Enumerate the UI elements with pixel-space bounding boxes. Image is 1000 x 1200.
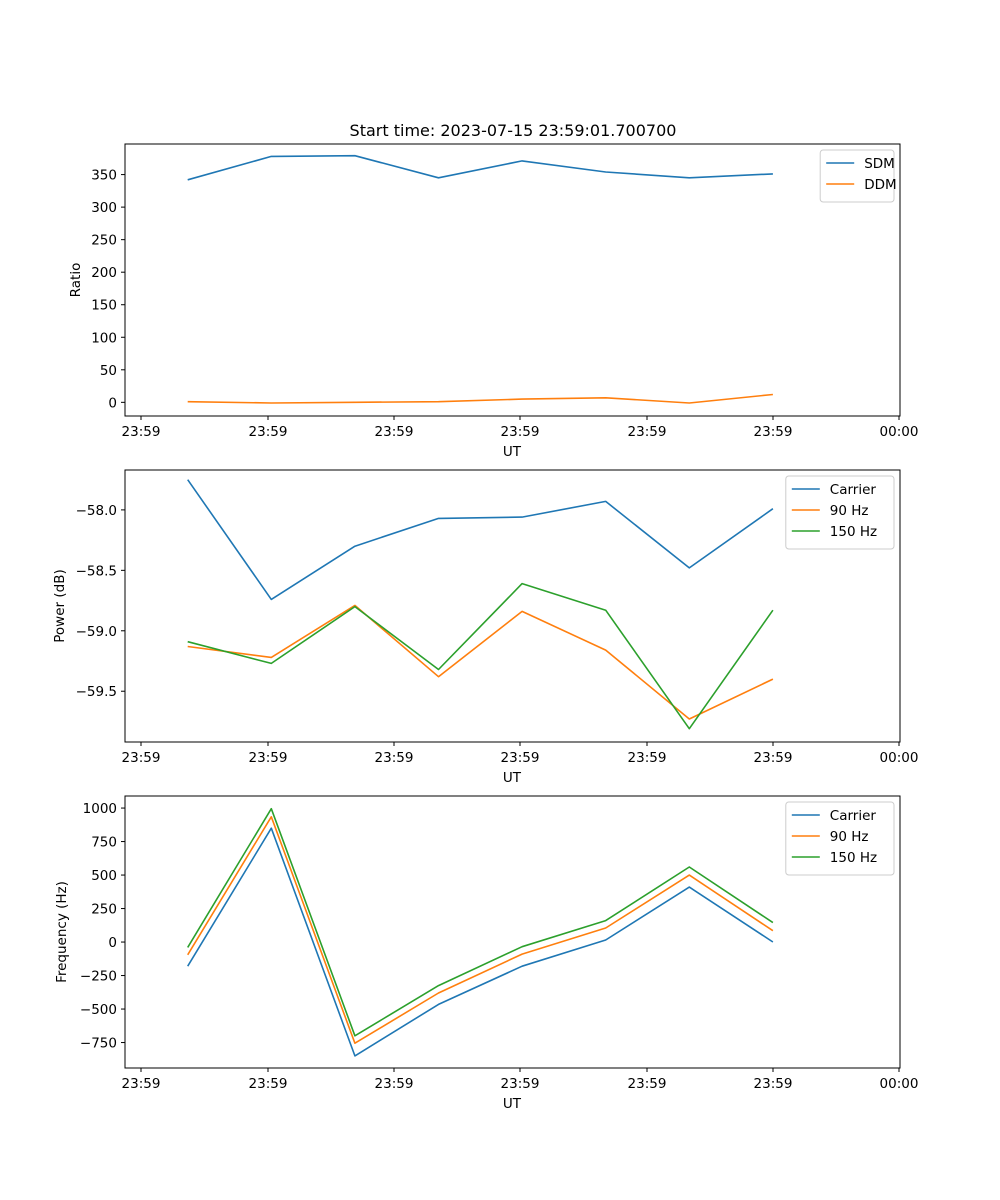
frequency-y-tick-label: 1000 — [83, 801, 117, 817]
ratio-x-tick-label: 23:59 — [122, 424, 161, 440]
frequency-legend-label-carrier: Carrier — [830, 808, 877, 824]
frequency-x-tick-label: 23:59 — [754, 1076, 793, 1092]
power-x-tick-label: 23:59 — [501, 750, 540, 766]
frequency-panel: 23:59 23:59 23:59 23:59 23:59 23:59 00:00 −750 −… — [54, 795, 919, 1112]
power-y-tick-label: −58.0 — [76, 503, 117, 519]
ratio-y-tick-label: 150 — [91, 298, 117, 314]
ratio-y-tick-label: 100 — [91, 330, 117, 346]
power-axes: 23:59 23:59 23:59 23:59 23:59 23:59 00:00 −59.5… — [76, 503, 919, 766]
power-y-axis-label: Power (dB) — [52, 569, 68, 642]
ratio-series-sdm-line — [187, 154, 773, 181]
power-y-tick-label: −58.5 — [76, 563, 117, 579]
frequency-legend-label-90-hz: 90 Hz — [830, 829, 869, 845]
frequency-legend-label-150-hz: 150 Hz — [830, 850, 877, 866]
frequency-x-tick-label: 00:00 — [880, 1076, 919, 1092]
power-panel: 23:59 23:59 23:59 23:59 23:59 23:59 00:00 −59.5… — [52, 469, 919, 786]
frequency-series — [187, 807, 774, 1057]
frequency-x-tick-label: 23:59 — [628, 1076, 667, 1092]
power-legend: Carrier 90 Hz 150 Hz — [785, 475, 895, 550]
power-y-tick-label: −59.5 — [76, 684, 117, 700]
power-series-carrier-line — [187, 479, 774, 601]
power-series-90-hz-line — [187, 604, 774, 720]
ratio-y-tick-label: 200 — [91, 265, 117, 281]
power-x-tick-label: 23:59 — [628, 750, 667, 766]
frequency-y-tick-label: −750 — [80, 1036, 117, 1052]
ratio-x-axis-label: UT — [503, 444, 522, 460]
frequency-x-tick-label: 23:59 — [122, 1076, 161, 1092]
ratio-x-tick-label: 23:59 — [754, 424, 793, 440]
frequency-series-carrier-line — [187, 827, 774, 1057]
frequency-series-90-hz-line — [187, 815, 774, 1044]
ratio-x-tick-label: 23:59 — [628, 424, 667, 440]
frequency-y-tick-label: 0 — [108, 935, 117, 951]
power-x-tick-label: 23:59 — [375, 750, 414, 766]
power-legend-label-90-hz: 90 Hz — [830, 503, 869, 519]
ratio-y-tick-label: 300 — [91, 200, 117, 216]
ratio-panel: Start time: 2023-07-15 23:59:01.700700 2… — [68, 121, 918, 460]
power-series — [187, 479, 774, 730]
frequency-y-tick-label: −500 — [80, 1002, 117, 1018]
frequency-y-tick-label: 250 — [91, 902, 117, 918]
frequency-x-tick-label: 23:59 — [249, 1076, 288, 1092]
power-x-tick-label: 23:59 — [754, 750, 793, 766]
ratio-plot-frame — [124, 143, 901, 417]
frequency-x-tick-label: 23:59 — [501, 1076, 540, 1092]
ratio-legend: SDM DDM — [819, 149, 897, 203]
frequency-plot-frame — [124, 795, 901, 1069]
ratio-series — [187, 154, 773, 404]
chart-title: Start time: 2023-07-15 23:59:01.700700 — [350, 121, 677, 140]
ratio-x-tick-label: 23:59 — [375, 424, 414, 440]
power-legend-label-carrier: Carrier — [830, 482, 877, 498]
power-series-150-hz-line — [187, 582, 774, 730]
ratio-legend-label-ddm: DDM — [864, 177, 896, 193]
ratio-y-tick-label: 0 — [108, 395, 117, 411]
power-y-tick-label: −59.0 — [76, 624, 117, 640]
ratio-y-tick-label: 350 — [91, 168, 117, 184]
ratio-axes: 23:59 23:59 23:59 23:59 23:59 23:59 00:00 0 50 10… — [91, 168, 918, 440]
power-x-axis-label: UT — [503, 770, 522, 786]
power-legend-label-150-hz: 150 Hz — [830, 524, 877, 540]
frequency-y-tick-label: 500 — [91, 868, 117, 884]
ratio-series-ddm-line — [187, 393, 773, 404]
frequency-x-axis-label: UT — [503, 1096, 522, 1112]
ratio-legend-label-sdm: SDM — [864, 156, 895, 172]
power-plot-frame — [124, 469, 901, 743]
frequency-x-tick-label: 23:59 — [375, 1076, 414, 1092]
ratio-y-tick-label: 250 — [91, 233, 117, 249]
frequency-y-tick-label: −250 — [80, 969, 117, 985]
frequency-y-axis-label: Frequency (Hz) — [54, 881, 70, 983]
power-x-tick-label: 23:59 — [249, 750, 288, 766]
frequency-axes: 23:59 23:59 23:59 23:59 23:59 23:59 00:00 −750 −… — [80, 801, 919, 1092]
power-x-tick-label: 23:59 — [122, 750, 161, 766]
frequency-y-tick-label: 750 — [91, 835, 117, 851]
frequency-legend: Carrier 90 Hz 150 Hz — [785, 801, 895, 876]
frequency-series-150-hz-line — [187, 807, 774, 1037]
ratio-y-axis-label: Ratio — [68, 263, 84, 298]
ratio-x-tick-label: 23:59 — [249, 424, 288, 440]
ratio-x-tick-label: 23:59 — [501, 424, 540, 440]
ratio-x-tick-label: 00:00 — [880, 424, 919, 440]
ratio-y-tick-label: 50 — [100, 363, 117, 379]
power-x-tick-label: 00:00 — [880, 750, 919, 766]
